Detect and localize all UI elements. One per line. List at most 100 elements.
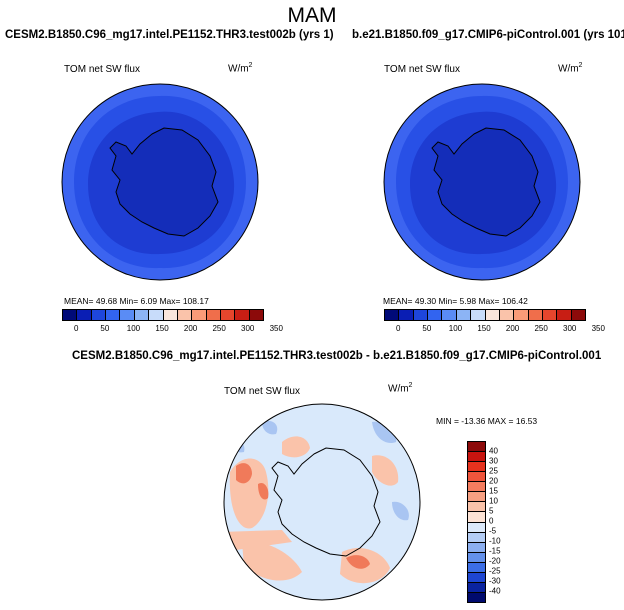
colorbar-tick-label: 250 [534,324,548,333]
colorbar-tick-label: 30 [489,456,498,466]
colorbar-tick-label: 0 [74,324,79,333]
colorbar-swatch [468,512,485,523]
colorbar-swatch [206,310,221,320]
colorbar-swatch [106,310,121,320]
panel-2-colorbar-ticks: 0 50 100 150 200 250 300 350 [384,324,605,336]
colorbar-swatch [385,310,400,320]
colorbar-swatch [499,310,515,320]
colorbar-tick-label: 300 [563,324,577,333]
colorbar-swatch [63,310,78,320]
diff-panel-units: W/m2 [388,382,413,395]
panel-1-variable-label: TOM net SW flux [64,64,140,75]
colorbar-tick-label: -40 [489,586,501,596]
colorbar-swatch [528,310,543,320]
colorbar-swatch [471,310,486,320]
colorbar-tick-label: -10 [489,536,501,546]
diff-panel-colorbar-ticks: 40 30 25 20 15 10 5 0 -5 -10 -15 -20 -25 -30 -40 [489,441,519,601]
panel-1-polar-map [61,83,259,281]
colorbar-tick-label: 100 [448,324,463,333]
colorbar-swatch [468,452,485,463]
colorbar-tick-label: 25 [489,466,498,476]
diff-panel-polar-map [223,403,421,601]
panel-1-title: CESM2.B1850.C96_mg17.intel.PE1152.THR3.t… [5,29,334,41]
colorbar-swatch [442,310,457,320]
colorbar-swatch [468,552,485,563]
panel-1-colorbar [62,309,264,321]
diff-panel-title: CESM2.B1850.C96_mg17.intel.PE1152.THR3.t… [72,350,602,362]
colorbar-swatch [468,562,485,573]
diff-panel-stats: MIN = -13.36 MAX = 16.53 [436,416,538,426]
colorbar-tick-label: 200 [505,324,520,333]
panel-2-stats: MEAN= 49.30 Min= 5.98 Max= 106.42 [383,296,528,306]
panel-2-continent [431,127,541,237]
colorbar-tick-label: -20 [489,556,501,566]
panel-1-continent [109,127,219,237]
colorbar-swatch [428,310,443,320]
colorbar-swatch [557,310,572,320]
colorbar-swatch [468,442,485,453]
colorbar-tick-label: -5 [489,526,497,536]
panel-2-units: W/m2 [558,62,583,75]
colorbar-swatch [249,310,264,320]
colorbar-tick-label: 5 [489,506,494,516]
colorbar-swatch [468,582,485,593]
colorbar-swatch [134,310,150,320]
main-title: MAM [287,4,337,27]
colorbar-swatch [571,310,586,320]
panel-2-variable-label: TOM net SW flux [384,64,460,75]
colorbar-tick-label: 0 [489,516,494,526]
panel-1-units: W/m2 [228,62,253,75]
colorbar-swatch [468,502,485,513]
colorbar-tick-label: 15 [489,486,498,496]
colorbar-swatch [468,532,485,543]
colorbar-swatch [399,310,414,320]
colorbar-tick-label: 50 [422,324,432,333]
diff-panel-colorbar [467,441,486,603]
colorbar-swatch [468,522,485,533]
colorbar-swatch [514,310,529,320]
colorbar-tick-label: 10 [489,496,498,506]
panel-1-colorbar-ticks: 0 50 100 150 200 250 300 350 [62,324,283,336]
panel-2-colorbar [384,309,586,321]
colorbar-tick-label: 350 [269,324,283,333]
colorbar-swatch [468,472,485,483]
colorbar-swatch [163,310,178,320]
colorbar-swatch [542,310,558,320]
panel-2-polar-map [383,83,581,281]
diff-panel-continent-outline [271,447,381,557]
colorbar-swatch [468,572,485,583]
colorbar-swatch [220,310,236,320]
colorbar-tick-label: 20 [489,476,498,486]
colorbar-tick-label: 100 [126,324,141,333]
colorbar-swatch [468,592,485,602]
colorbar-tick-label: -25 [489,566,501,576]
colorbar-swatch [149,310,164,320]
panel-1-stats: MEAN= 49.68 Min= 6.09 Max= 108.17 [64,296,209,306]
colorbar-swatch [120,310,135,320]
colorbar-swatch [91,310,107,320]
colorbar-tick-label: -30 [489,576,501,586]
colorbar-swatch [456,310,472,320]
colorbar-tick-label: 250 [212,324,226,333]
colorbar-swatch [413,310,429,320]
diff-panel-variable-label: TOM net SW flux [224,386,300,397]
colorbar-swatch [485,310,500,320]
colorbar-tick-label: 200 [183,324,198,333]
colorbar-swatch [468,462,485,473]
colorbar-swatch [192,310,207,320]
colorbar-tick-label: 150 [477,324,491,333]
colorbar-tick-label: 50 [100,324,110,333]
colorbar-swatch [235,310,250,320]
colorbar-swatch [177,310,193,320]
colorbar-tick-label: 300 [241,324,255,333]
panel-2-title: b.e21.B1850.f09_g17.CMIP6-piControl.001 … [352,29,624,41]
colorbar-tick-label: -15 [489,546,501,556]
colorbar-swatch [468,542,485,553]
colorbar-tick-label: 350 [591,324,605,333]
colorbar-tick-label: 40 [489,446,498,456]
colorbar-tick-label: 0 [396,324,401,333]
colorbar-swatch [77,310,92,320]
colorbar-tick-label: 150 [155,324,169,333]
colorbar-swatch [468,492,485,503]
colorbar-swatch [468,482,485,493]
